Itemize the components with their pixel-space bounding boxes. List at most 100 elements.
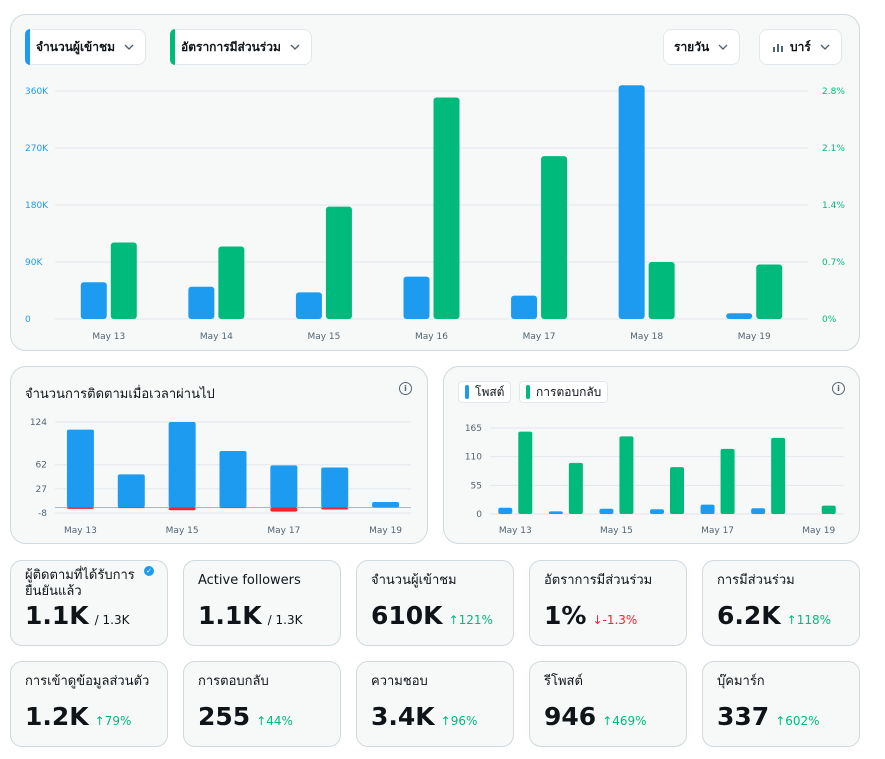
stat-delta: ↑121%	[448, 613, 493, 627]
posts-bar	[548, 511, 563, 514]
stat-value: 946 ↑469%	[544, 702, 647, 731]
stat-value: 1% ↓-1.3%	[544, 601, 637, 630]
chart-type-dropdown[interactable]: บาร์	[759, 29, 842, 65]
x-tick-label: May 17	[267, 526, 300, 536]
info-icon[interactable]: i	[832, 382, 845, 395]
followers-lost-bar	[219, 507, 247, 509]
stat-card[interactable]: ✓ ผู้ติดตามที่ได้รับการยืนยันแล้ว 1.1K / 1.…	[10, 560, 168, 646]
stat-label: Active followers	[198, 573, 301, 588]
replies-bar	[771, 437, 786, 514]
x-tick-label: May 19	[802, 526, 835, 536]
legend-replies[interactable]: การตอบกลับ	[519, 381, 609, 403]
posts-bar	[751, 508, 766, 514]
engagement-rate-bar	[218, 246, 245, 319]
impressions-bar	[618, 85, 645, 319]
stat-value-number: 3.4K	[371, 702, 435, 731]
y-right-tick-label: 2.1%	[822, 144, 845, 154]
stat-label: บุ๊คมาร์ก	[717, 674, 765, 689]
metric-left-color-stripe	[25, 29, 30, 65]
metric-right-label: อัตราการมีส่วนร่วม	[181, 39, 281, 54]
x-tick-label: May 17	[523, 332, 556, 342]
engagement-rate-bar	[541, 156, 568, 319]
stat-delta: ↑118%	[786, 613, 832, 627]
engagement-rate-bar	[325, 206, 352, 319]
metric-right-dropdown[interactable]: อัตราการมีส่วนร่วม	[170, 29, 312, 65]
engagement-rate-bar	[756, 264, 783, 319]
stat-value: 337 ↑602%	[717, 702, 820, 731]
x-tick-label: May 15	[600, 526, 633, 536]
replies-bar	[619, 436, 634, 514]
legend-posts-color	[465, 385, 469, 399]
stat-value-number: 337	[717, 702, 770, 731]
stat-card[interactable]: การตอบกลับ 255 ↑44%	[183, 661, 341, 747]
stat-label: ความชอบ	[371, 674, 428, 689]
stat-delta: ↑469%	[602, 714, 647, 728]
stat-value-number: 6.2K	[717, 601, 781, 630]
followers-chart-card: จำนวนการติดตามเมื่อเวลาผ่านไป i -8 27 62 12…	[10, 366, 428, 544]
stat-delta: ↑79%	[94, 714, 132, 728]
followers-lost-bar	[270, 507, 298, 512]
followers-gained-bar	[168, 422, 196, 508]
replies-bar	[518, 431, 533, 514]
stat-value: 610K ↑121%	[371, 601, 493, 630]
followers-gained-bar	[321, 467, 349, 508]
impressions-bar	[188, 286, 215, 319]
replies-bar	[720, 448, 735, 514]
stat-card[interactable]: Active followers 1.1K / 1.3K	[183, 560, 341, 646]
period-label: รายวัน	[674, 39, 710, 54]
stat-card[interactable]: ความชอบ 3.4K ↑96%	[356, 661, 514, 747]
x-tick-label: May 14	[200, 332, 233, 342]
stat-value: 1.2K ↑79%	[25, 702, 131, 731]
x-tick-label: May 15	[307, 332, 340, 342]
replies-bar	[821, 505, 836, 514]
stat-card[interactable]: บุ๊คมาร์ก 337 ↑602%	[702, 661, 860, 747]
period-dropdown[interactable]: รายวัน	[663, 29, 741, 65]
stat-value: 255 ↑44%	[198, 702, 293, 731]
impressions-bar	[726, 313, 753, 319]
impressions-bar	[80, 282, 107, 319]
stat-value-number: 946	[544, 702, 597, 731]
y-tick-label: 27	[36, 485, 47, 495]
stat-label: อัตราการมีส่วนร่วม	[544, 573, 653, 588]
engagement-rate-bar	[110, 242, 137, 319]
y-tick-label: 62	[36, 461, 47, 471]
stat-value-number: 255	[198, 702, 251, 731]
stat-card[interactable]: การเข้าดูข้อมูลส่วนตัว 1.2K ↑79%	[10, 661, 168, 747]
followers-gained-bar	[372, 501, 400, 508]
followers-lost-bar	[168, 507, 196, 511]
y-tick-label: 110	[465, 453, 482, 463]
stat-value: 3.4K ↑96%	[371, 702, 477, 731]
legend-replies-color	[526, 385, 530, 399]
stat-value: 1.1K / 1.3K	[25, 601, 129, 630]
x-tick-label: May 16	[415, 332, 448, 342]
y-tick-label: 124	[30, 418, 47, 428]
x-tick-label: May 13	[499, 526, 532, 536]
followers-chart-title: จำนวนการติดตามเมื่อเวลาผ่านไป	[25, 387, 215, 402]
legend-posts[interactable]: โพสต์	[458, 381, 512, 403]
followers-gained-bar	[270, 465, 298, 508]
stat-delta: ↑96%	[440, 714, 478, 728]
impressions-engagement-chart: 0 90K 180K 270K 360K 0% 0.7% 1.4% 2.1% 2.8% May 13…	[25, 85, 845, 342]
x-tick-label: May 15	[166, 526, 199, 536]
info-icon[interactable]: i	[399, 382, 412, 395]
stat-delta: ↑44%	[256, 714, 293, 728]
stat-card[interactable]: รีโพสต์ 946 ↑469%	[529, 661, 687, 747]
y-right-tick-label: 2.8%	[822, 87, 845, 97]
stat-card[interactable]: อัตราการมีส่วนร่วม 1% ↓-1.3%	[529, 560, 687, 646]
stat-label: การเข้าดูข้อมูลส่วนตัว	[25, 674, 150, 689]
engagement-rate-bar	[648, 262, 675, 319]
y-tick-label: 165	[465, 424, 482, 434]
stat-card[interactable]: การมีส่วนร่วม 6.2K ↑118%	[702, 560, 860, 646]
legend-replies-label: การตอบกลับ	[536, 384, 602, 399]
stat-card[interactable]: จำนวนผู้เข้าชม 610K ↑121%	[356, 560, 514, 646]
chevron-down-icon	[820, 44, 830, 50]
bar-chart-icon	[773, 44, 783, 52]
posts-bar	[498, 507, 513, 514]
x-tick-label: May 13	[64, 526, 97, 536]
metric-left-dropdown[interactable]: จำนวนผู้เข้าชม	[25, 29, 147, 65]
top-chart-card: จำนวนผู้เข้าชม อัตราการมีส่วนร่วม รายวัน…	[10, 14, 860, 351]
metric-left-label: จำนวนผู้เข้าชม	[36, 39, 116, 54]
stat-total: / 1.3K	[94, 613, 130, 627]
chevron-down-icon	[124, 44, 134, 50]
posts-bar	[599, 508, 614, 514]
